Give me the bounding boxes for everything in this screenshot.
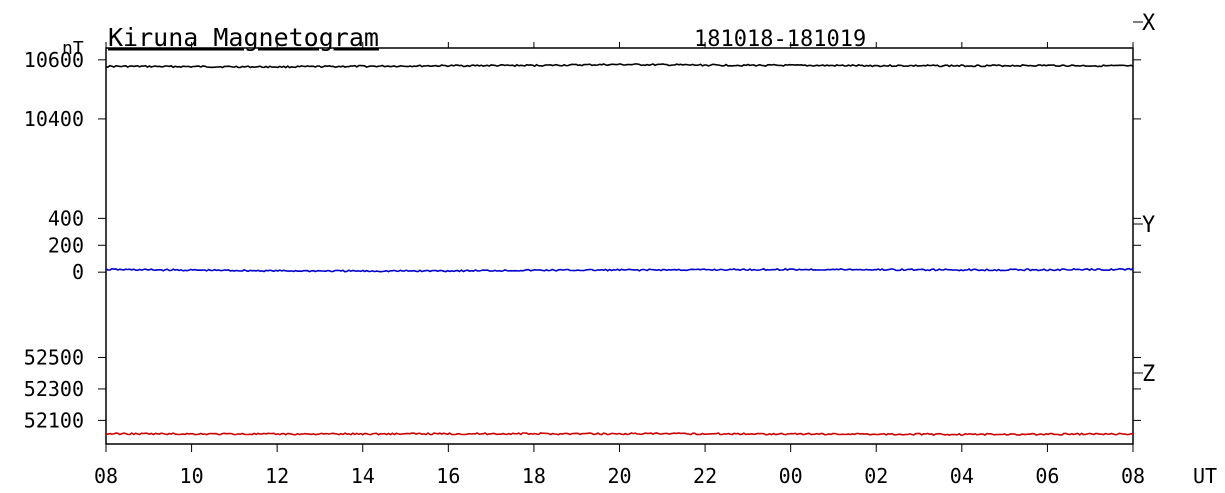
panel-labels: X Y Z — [1142, 11, 1156, 387]
x-tick-label: 16 — [436, 464, 460, 488]
x-tick-label: 08 — [94, 464, 118, 488]
x-tick-label: 02 — [864, 464, 888, 488]
panel-label-x: X — [1142, 11, 1156, 36]
y-tick-label: 400 — [48, 206, 84, 230]
y-tick-labels: 10600 10400 400 200 0 52500 52300 52100 — [24, 48, 84, 433]
plot-frame — [105, 47, 1134, 445]
series-line-y — [105, 267, 1134, 273]
y-tick-label: 10600 — [24, 48, 84, 72]
panel-label-z: Z — [1142, 362, 1155, 387]
series-line-z — [105, 432, 1134, 437]
top-ticks — [105, 42, 1134, 48]
y-tick-label: 10400 — [24, 107, 84, 131]
x-tick-labels: 08 10 12 14 16 18 20 22 00 02 04 06 08 — [94, 464, 1145, 488]
x-tick-label: 22 — [693, 464, 717, 488]
x-tick-label: 18 — [522, 464, 546, 488]
y-tick-label: 52500 — [24, 345, 84, 369]
date-range: 181018-181019 — [694, 27, 866, 52]
x-tick-label: 04 — [950, 464, 974, 488]
bottom-ticks — [105, 444, 1134, 452]
y-tick-label: 200 — [48, 233, 84, 257]
series-lines — [105, 63, 1134, 437]
x-axis-label: UT — [1193, 464, 1217, 488]
unit-label: nT — [62, 38, 84, 59]
chart-title: Kiruna Magnetogram — [108, 23, 379, 52]
x-tick-label: 12 — [265, 464, 289, 488]
x-tick-label: 00 — [779, 464, 803, 488]
y-ticks — [98, 21, 1143, 421]
y-tick-label: 52300 — [24, 377, 84, 401]
x-tick-label: 10 — [180, 464, 204, 488]
series-line-x — [105, 63, 1134, 69]
y-tick-label: 52100 — [24, 408, 84, 432]
x-tick-label: 14 — [351, 464, 375, 488]
panel-label-y: Y — [1142, 213, 1155, 238]
x-tick-label: 06 — [1035, 464, 1059, 488]
y-tick-label: 0 — [72, 260, 84, 284]
x-tick-label: 20 — [607, 464, 631, 488]
x-tick-label: 08 — [1121, 464, 1145, 488]
